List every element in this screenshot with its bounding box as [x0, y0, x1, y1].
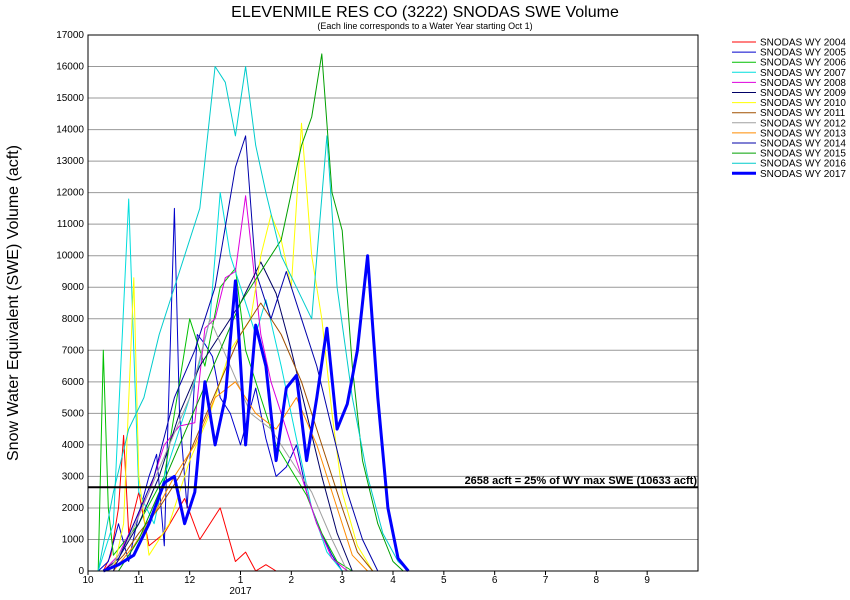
- y-tick-label: 11000: [57, 219, 85, 230]
- y-tick-label: 4000: [62, 440, 85, 451]
- legend-entry: SNODAS WY 2017: [760, 169, 846, 180]
- legend-entry: SNODAS WY 2006: [760, 58, 846, 69]
- y-tick-label: 12000: [56, 188, 84, 199]
- series-line-10: [113, 381, 368, 572]
- legend-entry: SNODAS WY 2005: [760, 48, 846, 59]
- legend-entry: SNODAS WY 2015: [760, 149, 846, 160]
- x-tick-label: 8: [594, 575, 600, 586]
- plot-frame: [87, 34, 699, 572]
- x-tick-label: 11: [134, 575, 145, 586]
- y-tick-label: 1000: [62, 534, 85, 545]
- series-line-11: [112, 135, 379, 572]
- series-lines: [97, 53, 410, 573]
- y-tick-label: 6000: [62, 377, 85, 388]
- chart-title: ELEVENMILE RES CO (3222) SNODAS SWE Volu…: [231, 4, 619, 21]
- legend-entry: SNODAS WY 2011: [760, 108, 846, 119]
- legend-entry: SNODAS WY 2008: [760, 78, 846, 89]
- series-line-4: [97, 192, 343, 572]
- y-tick-label: 8000: [62, 314, 85, 325]
- x-tick-label: 1: [238, 575, 244, 586]
- x-year-label: 2017: [229, 586, 252, 597]
- legend-entry: SNODAS WY 2013: [760, 128, 846, 139]
- y-tick-label: 7000: [62, 345, 85, 356]
- legend-entry: SNODAS WY 2007: [760, 68, 846, 79]
- legend-entry: SNODAS WY 2016: [760, 159, 846, 170]
- x-tick-label: 2: [289, 575, 295, 586]
- y-tick-label: 3000: [62, 471, 85, 482]
- y-tick-label: 9000: [62, 282, 85, 293]
- y-tick-label: 15000: [56, 93, 84, 104]
- y-tick-label: 16000: [56, 62, 84, 73]
- y-tick-label: 17000: [56, 30, 84, 41]
- series-line-12: [118, 53, 404, 572]
- y-axis-ticks: 0 1000 2000 3000 4000 5000 6000 7000 8000 9000 100…: [56, 30, 84, 577]
- legend-entry: SNODAS WY 2014: [760, 139, 846, 150]
- y-tick-label: 2000: [62, 503, 85, 514]
- series-line-13: [97, 66, 409, 572]
- x-tick-label: 7: [543, 575, 549, 586]
- series-line-14: [102, 254, 410, 573]
- legend-entry: SNODAS WY 2012: [760, 118, 846, 129]
- reference-line-group: 2658 acft = 25% of WY max SWE (10633 acf…: [88, 475, 698, 489]
- legend-entry: SNODAS WY 2004: [760, 38, 846, 49]
- x-tick-label: 12: [184, 575, 196, 586]
- x-tick-label: 5: [441, 575, 447, 586]
- y-tick-label: 13000: [56, 156, 84, 167]
- x-tick-label: 4: [390, 575, 396, 586]
- legend-entry: SNODAS WY 2010: [760, 98, 846, 109]
- x-tick-label: 3: [339, 575, 345, 586]
- plot-area: [88, 35, 698, 571]
- y-tick-label: 10000: [56, 251, 84, 262]
- y-tick-label: 0: [78, 566, 84, 577]
- y-axis-label: Snow Water Equivalent (SWE) Volume (acft…: [5, 145, 22, 461]
- legend-entry: SNODAS WY 2009: [760, 88, 846, 99]
- x-tick-label: 9: [644, 575, 650, 586]
- reference-line-label: 2658 acft = 25% of WY max SWE (10633 acf…: [465, 475, 698, 487]
- x-tick-label: 10: [82, 575, 94, 586]
- series-line-1: [102, 434, 302, 572]
- series-line-9: [107, 318, 348, 572]
- x-tick-label: 6: [492, 575, 498, 586]
- series-line-7: [112, 122, 374, 572]
- y-tick-label: 5000: [62, 408, 85, 419]
- chart-subtitle: (Each line corresponds to a Water Year s…: [317, 21, 532, 31]
- y-tick-label: 14000: [56, 125, 84, 136]
